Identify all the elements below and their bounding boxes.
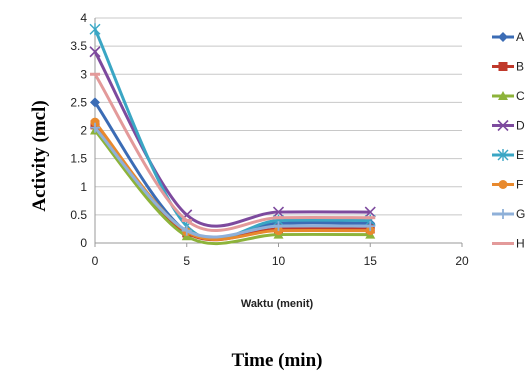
data-point bbox=[181, 225, 192, 236]
legend-layer: A B C D E F G H bbox=[492, 30, 525, 251]
x-tick-label: 20 bbox=[455, 254, 469, 268]
series-g bbox=[90, 122, 376, 239]
x-tick-label: 5 bbox=[183, 254, 190, 268]
y-tick-label: 0 bbox=[80, 236, 87, 250]
series-layer bbox=[89, 23, 376, 245]
x-tick-label: 10 bbox=[272, 254, 286, 268]
grid-layer bbox=[95, 17, 462, 244]
legend-label: D bbox=[516, 119, 525, 133]
series-d bbox=[89, 46, 376, 228]
chart-caption: Time (min) bbox=[232, 350, 323, 371]
legend-entry-b: B bbox=[492, 60, 524, 74]
series-line bbox=[93, 51, 371, 228]
legend-marker bbox=[498, 62, 508, 71]
x-axis-label: Waktu (menit) bbox=[241, 298, 314, 310]
legend-label: A bbox=[516, 30, 524, 44]
data-point bbox=[272, 206, 285, 218]
data-point bbox=[181, 219, 192, 222]
y-tick-label: 1 bbox=[80, 180, 87, 194]
y-tick-label: 4 bbox=[80, 11, 87, 25]
series-line bbox=[93, 73, 371, 232]
legend-entry-e: E bbox=[492, 148, 524, 162]
legend-marker bbox=[497, 119, 509, 132]
data-point bbox=[90, 122, 100, 133]
legend-marker bbox=[498, 242, 508, 245]
legend-entry-g: G bbox=[492, 207, 525, 221]
data-point bbox=[89, 23, 101, 36]
y-axis-label: Activity (mcl) bbox=[29, 100, 50, 211]
series-line bbox=[93, 129, 371, 245]
legend-label: E bbox=[516, 148, 524, 162]
legend-marker bbox=[498, 32, 508, 42]
legend-entry-h: H bbox=[492, 237, 525, 251]
data-point bbox=[365, 221, 376, 232]
data-point bbox=[273, 216, 284, 220]
legend-label: C bbox=[516, 89, 525, 103]
x-tick-label: 15 bbox=[364, 254, 378, 268]
legend-entry-d: D bbox=[492, 119, 525, 133]
y-tick-label: 2 bbox=[80, 124, 87, 138]
series-h bbox=[90, 72, 376, 232]
y-tick-label: 1.5 bbox=[70, 152, 87, 166]
data-point bbox=[90, 72, 100, 76]
y-tick-label: 3.5 bbox=[70, 39, 87, 53]
legend-entry-c: C bbox=[492, 89, 525, 103]
data-point bbox=[90, 117, 100, 127]
legend-label: F bbox=[516, 178, 523, 192]
legend-marker bbox=[498, 209, 508, 219]
series-line bbox=[93, 28, 371, 241]
y-tick-label: 2.5 bbox=[70, 95, 87, 109]
data-point bbox=[273, 221, 284, 232]
legend-label: G bbox=[516, 207, 525, 221]
legend-entry-a: A bbox=[492, 30, 524, 44]
axis-layer: 0 0.5 1 1.5 2 2.5 3 3.5 4 0 5 10 15 20 bbox=[70, 11, 469, 268]
legend-entry-f: F bbox=[492, 178, 523, 192]
series-line bbox=[93, 126, 371, 239]
data-point bbox=[90, 97, 100, 108]
y-tick-label: 3 bbox=[80, 67, 87, 81]
legend-label: H bbox=[516, 237, 525, 251]
legend-marker bbox=[497, 149, 509, 161]
data-point bbox=[364, 206, 376, 218]
x-tick-label: 0 bbox=[92, 254, 99, 268]
series-line bbox=[93, 121, 371, 241]
data-point bbox=[365, 216, 376, 220]
y-tick-label: 0.5 bbox=[70, 208, 87, 222]
legend-marker bbox=[498, 91, 508, 100]
legend-label: B bbox=[516, 60, 524, 74]
legend-marker bbox=[498, 180, 508, 189]
data-point bbox=[89, 46, 101, 58]
